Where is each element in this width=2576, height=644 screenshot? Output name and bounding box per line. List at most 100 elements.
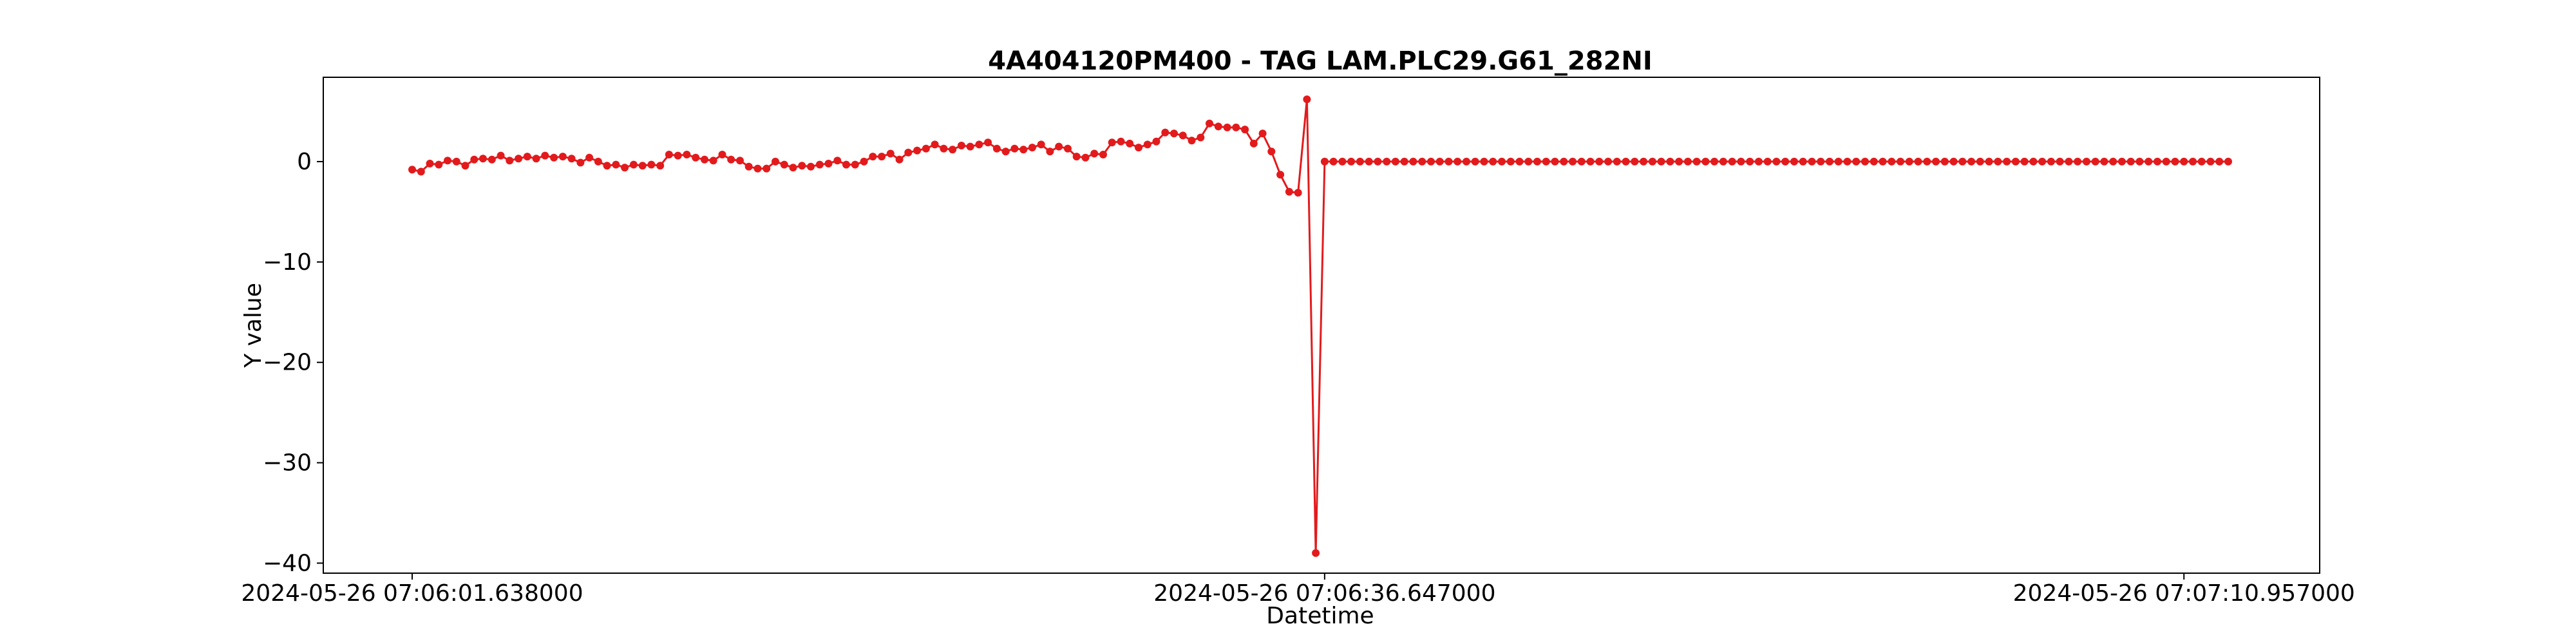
data-point [1958,157,1967,166]
data-point [1480,157,1488,166]
data-point [1258,129,1267,138]
data-point [1170,129,1178,138]
data-point [709,156,717,165]
data-point [1454,157,1462,166]
data-point [727,155,735,164]
data-point [1046,147,1054,156]
data-point [1489,157,1497,166]
data-point [1640,157,1648,166]
data-point [1879,157,1887,166]
data-point [1374,157,1382,166]
data-point [1409,157,1417,166]
data-point [1498,157,1506,166]
data-point [940,144,948,153]
data-point [2082,157,2090,166]
data-point [576,158,585,167]
x-tick-label: 2024-05-26 07:07:10.957000 [2013,580,2355,607]
data-point [1444,157,1453,166]
data-point [497,151,505,160]
data-point [1888,157,1896,166]
data-point [1613,157,1621,166]
y-tick-label: −20 [263,350,312,376]
data-point [798,162,806,170]
data-point [1010,144,1019,153]
data-point [718,151,726,158]
y-axis: 0 −10 −20 −30 −40 [263,149,323,576]
data-point [1126,139,1134,147]
data-point [532,155,540,163]
data-point [1683,157,1692,166]
data-point [878,153,886,161]
data-point [895,155,904,164]
data-point [1152,137,1160,146]
data-point [1772,157,1781,166]
y-tick-label: −40 [263,550,312,576]
data-point [1976,157,1984,166]
data-point [461,162,469,170]
data-point [1861,157,1869,166]
data-point [1383,157,1391,166]
data-point [665,151,673,158]
data-point [638,162,647,170]
data-point [1135,144,1142,152]
data-point [1090,149,1099,158]
data-point [1897,157,1904,166]
data-point [558,153,567,161]
data-point [1710,157,1719,166]
data-point [1577,157,1586,166]
data-point [2145,157,2153,166]
data-point [417,167,425,176]
data-point [2224,157,2232,166]
data-point [992,144,1001,153]
data-point [2074,157,2082,166]
data-point [1285,187,1293,196]
data-point [621,164,629,172]
data-point [435,160,443,169]
data-point [1940,157,1949,166]
data-point [1994,157,2002,166]
data-point [567,155,576,163]
data-point [647,160,656,169]
x-tick-label: 2024-05-26 07:06:36.647000 [1153,580,1495,607]
data-point [1905,157,1913,166]
data-point [594,157,602,166]
data-point [2065,157,2073,166]
data-point [1834,157,1842,166]
data-point [1365,157,1373,166]
y-tick-label: −30 [263,450,312,477]
data-point [1870,157,1878,166]
data-point [975,140,983,149]
data-point [1719,157,1727,166]
data-point [869,153,877,161]
data-point [789,164,797,172]
data-point [1099,151,1107,158]
data-point [1515,157,1524,166]
data-point [1179,131,1187,140]
data-point [1294,189,1302,197]
data-point [1542,157,1550,166]
data-point [833,156,842,165]
data-point [966,142,974,151]
data-point [488,155,496,164]
data-point [1631,157,1639,166]
data-point [1799,157,1807,166]
data-point [683,151,691,158]
data-point [1232,123,1240,131]
data-point [1249,139,1258,147]
y-axis-label: Y value [240,283,267,368]
data-point [851,160,859,169]
data-point [984,138,992,147]
data-point [1843,157,1852,166]
data-point [1967,157,1976,166]
data-point [1161,128,1170,137]
data-point [1808,157,1816,166]
data-point [1949,157,1958,166]
data-point [1320,157,1329,166]
data-point [2091,157,2099,166]
data-point [860,157,868,166]
data-point [931,140,939,149]
data-point [2136,157,2144,166]
data-point [2162,157,2170,166]
data-point [1826,157,1833,166]
